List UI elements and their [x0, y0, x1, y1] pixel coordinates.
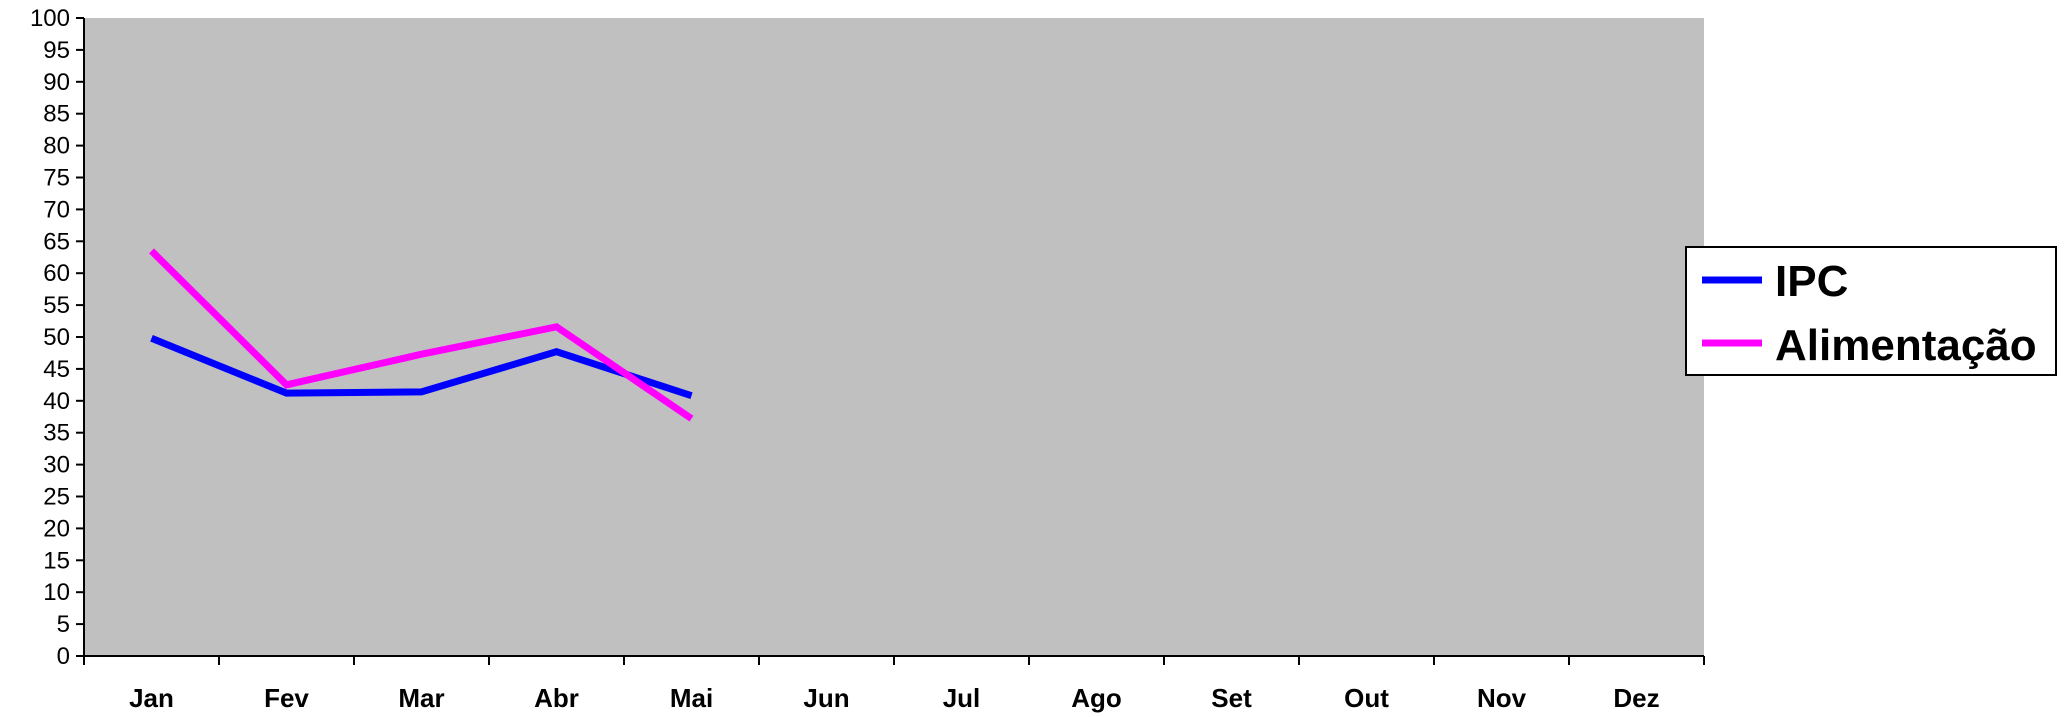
y-tick-label: 20 [43, 515, 70, 542]
y-tick-label: 40 [43, 388, 70, 415]
x-tick-label: Fev [264, 683, 309, 713]
y-tick-label: 25 [43, 484, 70, 511]
y-tick-label: 5 [57, 611, 70, 638]
x-tick-label: Jun [803, 683, 849, 713]
y-tick-label: 55 [43, 292, 70, 319]
x-axis-ticks: Jan Fev Mar Abr Mai Jun Jul Ago Set Out Nov Dez [83, 656, 1705, 713]
x-tick-label: Dez [1613, 683, 1659, 713]
y-axis-ticks: 0 5 10 15 20 25 30 35 40 45 50 55 60 65 70 75 80 85 90 95 10… [30, 5, 84, 670]
y-tick-label: 30 [43, 452, 70, 479]
x-tick-label: Jan [129, 683, 174, 713]
y-tick-label: 10 [43, 579, 70, 606]
x-tick-label: Abr [534, 683, 579, 713]
y-tick-label: 65 [43, 228, 70, 255]
x-tick-label: Ago [1071, 683, 1122, 713]
y-tick-label: 0 [57, 643, 70, 670]
y-tick-label: 90 [43, 69, 70, 96]
x-tick-label: Jul [943, 683, 981, 713]
legend-label-alimentacao: Alimentação [1775, 321, 2037, 370]
y-tick-label: 75 [43, 165, 70, 192]
x-tick-label: Set [1211, 683, 1252, 713]
y-tick-label: 50 [43, 324, 70, 351]
plot-area [84, 18, 1704, 656]
series-lines [149, 248, 694, 422]
x-tick-label: Out [1344, 683, 1389, 713]
legend-label-ipc: IPC [1775, 257, 1848, 306]
x-tick-label: Nov [1477, 683, 1527, 713]
y-tick-label: 35 [43, 420, 70, 447]
y-tick-label: 80 [43, 133, 70, 160]
y-tick-label: 85 [43, 101, 70, 128]
legend: IPC Alimentação [1685, 246, 2057, 376]
y-tick-label: 60 [43, 260, 70, 287]
y-tick-label: 15 [43, 547, 70, 574]
legend-box [1685, 246, 2057, 376]
series-line-alimentacao [149, 248, 694, 422]
y-tick-label: 100 [30, 5, 70, 32]
series-line-ipc [150, 335, 693, 400]
x-tick-label: Mai [670, 683, 713, 713]
y-tick-label: 70 [43, 196, 70, 223]
y-tick-label: 95 [43, 37, 70, 64]
y-tick-label: 45 [43, 356, 70, 383]
x-tick-label: Mar [398, 683, 444, 713]
